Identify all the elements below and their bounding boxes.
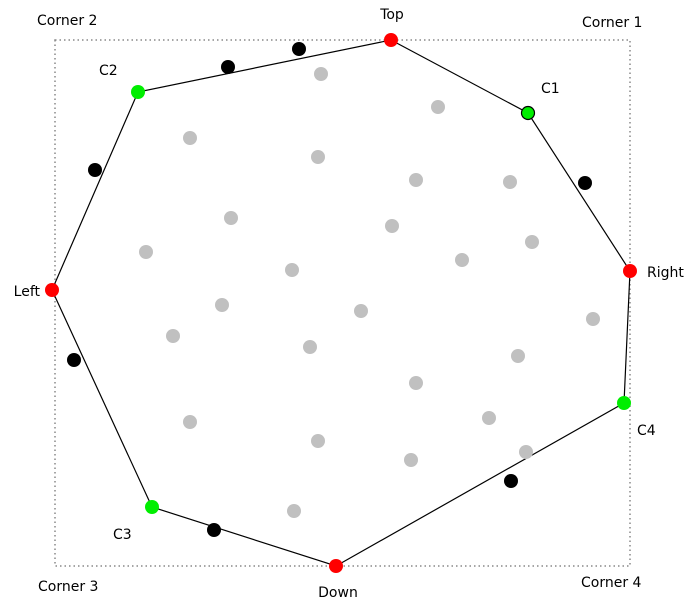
near-hull-point — [221, 60, 235, 74]
interior-point — [409, 376, 423, 390]
near-hull-point — [578, 176, 592, 190]
interior-point — [482, 411, 496, 425]
c1-point — [520, 105, 536, 121]
interior-point — [455, 253, 469, 267]
near-hull-point — [88, 163, 102, 177]
bounding-box — [54, 39, 631, 567]
c4-point — [617, 396, 631, 410]
interior-point — [287, 504, 301, 518]
corner2-label: Corner 2 — [37, 13, 97, 29]
extreme-points — [45, 33, 637, 573]
interior-point — [303, 340, 317, 354]
convex-hull-outline — [51, 39, 631, 567]
interior-point — [166, 329, 180, 343]
c2-label: C2 — [99, 63, 118, 79]
interior-point — [385, 219, 399, 233]
top-point — [384, 33, 398, 47]
interior-point — [503, 175, 517, 189]
interior-point — [525, 235, 539, 249]
interior-point — [511, 349, 525, 363]
c2-point — [131, 85, 145, 99]
interior-point — [314, 67, 328, 81]
near-hull-points — [67, 42, 592, 537]
c3-point — [145, 500, 159, 514]
near-hull-point — [292, 42, 306, 56]
interior-point — [431, 100, 445, 114]
down-label: Down — [318, 585, 358, 601]
right-point — [623, 264, 637, 278]
interior-point — [183, 131, 197, 145]
interior-point — [215, 298, 229, 312]
interior-point — [224, 211, 238, 225]
interior-point — [285, 263, 299, 277]
interior-point — [311, 434, 325, 448]
c4-label: C4 — [637, 423, 656, 439]
left-point — [45, 283, 59, 297]
c1-label: C1 — [541, 81, 560, 97]
c3-label: C3 — [113, 527, 132, 543]
corner1-label: Corner 1 — [582, 15, 642, 31]
top-label: Top — [379, 7, 404, 23]
interior-point — [183, 415, 197, 429]
near-hull-point — [207, 523, 221, 537]
interior-point — [354, 304, 368, 318]
down-point — [329, 559, 343, 573]
corner3-label: Corner 3 — [38, 579, 98, 595]
interior-point — [586, 312, 600, 326]
corner4-label: Corner 4 — [581, 575, 642, 591]
left-label: Left — [14, 284, 41, 300]
near-hull-point — [67, 353, 81, 367]
interior-point — [311, 150, 325, 164]
corner-points — [131, 85, 631, 514]
right-label: Right — [647, 265, 684, 281]
interior-point — [409, 173, 423, 187]
interior-points — [139, 67, 600, 518]
interior-point — [404, 453, 418, 467]
near-hull-point — [504, 474, 518, 488]
interior-point — [139, 245, 153, 259]
interior-point — [519, 445, 533, 459]
